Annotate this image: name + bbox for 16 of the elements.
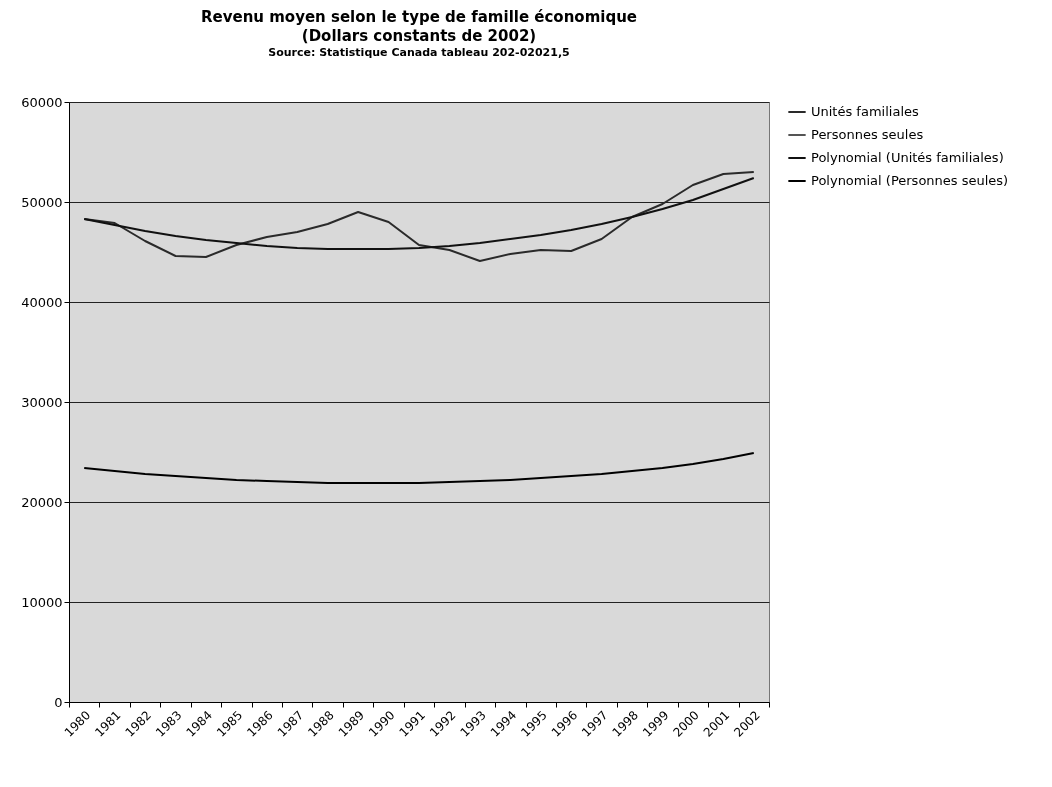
source-note: Source: Statistique Canada tableau 202-02021,5 (268, 46, 570, 59)
chart-subtitle: (Dollars constants de 2002) (301, 27, 537, 45)
legend-label: Unités familiales (811, 104, 919, 119)
y-tick-label: 50000 (21, 194, 63, 210)
legend-label: Polynomial (Personnes seules) (811, 173, 1009, 188)
legend-label: Polynomial (Unités familiales) (811, 150, 1004, 165)
line-series (83, 452, 755, 484)
chart-title: Revenu moyen selon le type de famille économique (200, 8, 638, 26)
y-tick-label: 20000 (21, 494, 63, 510)
y-tick-label: 60000 (21, 94, 63, 110)
legend-label: Personnes seules (811, 127, 924, 142)
line-series (83, 177, 755, 250)
y-tick-label: 0 (54, 694, 63, 710)
y-tick-label: 10000 (21, 594, 63, 610)
y-tick-label: 40000 (21, 294, 63, 310)
y-tick-label: 30000 (21, 394, 63, 410)
